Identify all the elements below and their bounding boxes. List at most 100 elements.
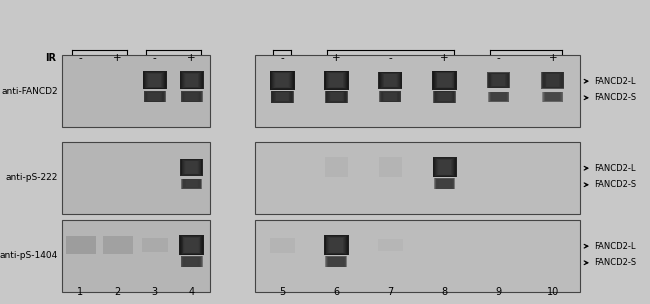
Bar: [432, 71, 457, 90]
Bar: [491, 93, 506, 101]
Bar: [276, 92, 288, 101]
Bar: [275, 92, 289, 102]
Text: -: -: [153, 53, 157, 63]
Bar: [438, 74, 451, 87]
Bar: [271, 71, 293, 89]
Bar: [435, 91, 454, 102]
Bar: [382, 92, 399, 102]
Text: 7: 7: [387, 287, 393, 297]
Bar: [181, 256, 203, 267]
Bar: [381, 73, 400, 88]
Bar: [272, 91, 292, 102]
Bar: [183, 237, 200, 253]
Bar: [330, 238, 343, 252]
Bar: [436, 72, 454, 88]
Bar: [186, 93, 197, 101]
Bar: [330, 258, 343, 266]
Bar: [149, 93, 160, 101]
Bar: [488, 72, 510, 88]
Bar: [545, 92, 561, 101]
Bar: [383, 74, 398, 87]
Bar: [148, 74, 161, 87]
Bar: [384, 74, 396, 86]
Bar: [378, 72, 402, 89]
Bar: [182, 179, 202, 188]
Bar: [146, 92, 163, 102]
Bar: [185, 93, 198, 101]
Bar: [328, 257, 344, 266]
Bar: [547, 74, 560, 87]
Text: anti-FANCD2: anti-FANCD2: [1, 87, 58, 95]
Bar: [179, 71, 203, 89]
Bar: [329, 238, 343, 253]
Bar: [185, 238, 199, 253]
Text: FANCD2-L: FANCD2-L: [594, 77, 636, 86]
Text: 2: 2: [114, 287, 121, 297]
Bar: [436, 179, 453, 188]
Bar: [147, 73, 162, 87]
Bar: [255, 142, 580, 214]
Bar: [144, 92, 164, 102]
Bar: [182, 237, 202, 254]
Bar: [145, 72, 164, 88]
Bar: [385, 93, 396, 101]
Bar: [328, 92, 344, 102]
Bar: [380, 91, 402, 102]
Bar: [181, 92, 202, 102]
Bar: [548, 93, 558, 100]
Bar: [435, 72, 454, 88]
Bar: [437, 159, 452, 175]
Bar: [181, 159, 202, 175]
Bar: [437, 179, 452, 188]
Bar: [324, 235, 349, 255]
Bar: [547, 93, 559, 101]
Bar: [489, 92, 508, 102]
Bar: [439, 180, 450, 188]
Bar: [547, 74, 558, 86]
Text: 1: 1: [77, 287, 84, 297]
Bar: [437, 92, 452, 102]
Text: +: +: [440, 53, 449, 63]
Bar: [274, 92, 291, 102]
Bar: [185, 238, 198, 252]
Bar: [275, 73, 289, 87]
Bar: [272, 72, 292, 88]
Bar: [185, 74, 198, 87]
Bar: [329, 73, 343, 87]
Bar: [488, 92, 509, 102]
Bar: [436, 159, 453, 175]
Bar: [381, 92, 400, 102]
Bar: [489, 73, 508, 88]
Bar: [544, 73, 562, 88]
Bar: [380, 72, 400, 88]
Bar: [542, 72, 564, 88]
Bar: [439, 180, 450, 188]
Bar: [328, 237, 344, 253]
Bar: [326, 91, 346, 102]
Bar: [384, 92, 398, 101]
Bar: [180, 159, 203, 176]
Bar: [185, 92, 198, 101]
Bar: [439, 92, 450, 101]
Bar: [183, 179, 200, 188]
Text: +: +: [113, 53, 122, 63]
Bar: [326, 91, 347, 102]
Bar: [328, 72, 345, 88]
Bar: [276, 74, 289, 87]
Bar: [145, 92, 164, 102]
Bar: [327, 257, 346, 267]
Bar: [183, 257, 200, 267]
Bar: [62, 220, 210, 292]
Bar: [273, 92, 291, 102]
Bar: [434, 91, 455, 102]
Bar: [433, 157, 456, 177]
Bar: [324, 71, 348, 89]
Bar: [437, 160, 452, 174]
Bar: [545, 73, 561, 87]
Bar: [182, 92, 201, 102]
Bar: [144, 72, 165, 88]
Bar: [380, 92, 400, 102]
Bar: [142, 71, 166, 89]
Bar: [543, 92, 563, 102]
Text: 6: 6: [333, 287, 339, 297]
